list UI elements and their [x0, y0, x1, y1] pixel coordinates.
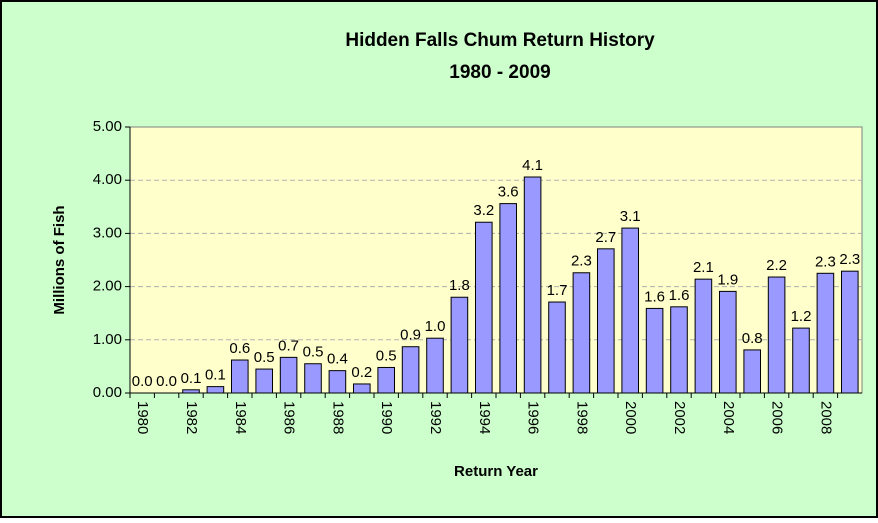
data-label: 0.1 — [205, 367, 226, 384]
data-label: 1.2 — [791, 308, 812, 325]
y-tick-label: 4.00 — [93, 171, 122, 188]
data-label: 0.4 — [327, 351, 348, 368]
data-label: 2.7 — [595, 229, 616, 246]
x-tick-label: 1984 — [232, 401, 249, 434]
bar — [621, 227, 639, 394]
data-label: 0.7 — [278, 337, 299, 354]
data-label: 2.3 — [571, 253, 592, 270]
bar — [377, 366, 395, 394]
x-tick-label: 1982 — [183, 401, 200, 434]
data-label: 0.6 — [229, 340, 250, 357]
bar — [499, 203, 517, 394]
chart-title: Hidden Falls Chum Return History — [345, 30, 655, 51]
x-tick-label: 1998 — [573, 401, 590, 434]
x-tick-label: 2006 — [769, 401, 786, 434]
bar — [328, 370, 347, 394]
y-axis-label: Millions of Fish — [51, 205, 68, 314]
bar — [231, 359, 249, 394]
data-label: 0.1 — [181, 370, 202, 387]
data-label: 0.9 — [400, 327, 421, 344]
data-label: 2.1 — [693, 259, 714, 276]
bar — [304, 363, 322, 394]
x-tick-label: 1994 — [476, 401, 493, 434]
plot-area — [129, 126, 863, 394]
bar — [206, 386, 225, 394]
y-tick-label: 3.00 — [93, 224, 122, 241]
data-label: 1.6 — [644, 288, 665, 305]
y-tick-label: 5.00 — [93, 118, 122, 135]
bar — [792, 327, 810, 394]
bar — [670, 306, 688, 394]
x-tick-label: 2008 — [817, 401, 834, 434]
bar — [572, 272, 591, 394]
bar — [743, 349, 761, 394]
data-label: 1.7 — [547, 282, 568, 299]
x-tick-label: 2000 — [622, 401, 639, 434]
x-tick-label: 1996 — [525, 401, 542, 434]
bar — [450, 296, 469, 394]
bar — [426, 337, 444, 394]
bar — [401, 346, 420, 394]
y-tick-label: 2.00 — [93, 278, 122, 295]
x-axis-label: Return Year — [454, 463, 538, 480]
x-tick-label: 1986 — [281, 401, 298, 434]
bar — [279, 356, 298, 394]
x-tick-label: 1980 — [134, 401, 151, 434]
data-label: 0.8 — [742, 330, 763, 347]
data-label: 0.0 — [156, 373, 177, 390]
data-label: 2.3 — [815, 253, 836, 270]
x-tick-label: 1988 — [329, 401, 346, 434]
data-label: 0.2 — [351, 364, 372, 381]
data-label: 0.0 — [132, 373, 153, 390]
x-tick-label: 1990 — [378, 401, 395, 434]
bar — [255, 368, 273, 394]
data-label: 0.5 — [254, 349, 275, 366]
data-label: 3.6 — [498, 184, 519, 201]
bar — [523, 176, 542, 394]
data-label: 1.8 — [449, 277, 470, 294]
data-label: 1.6 — [669, 287, 690, 304]
data-label: 2.3 — [839, 251, 860, 268]
bar — [597, 248, 615, 394]
bar — [475, 221, 493, 394]
bar — [548, 301, 566, 394]
data-label: 2.2 — [766, 257, 787, 274]
data-label: 0.5 — [376, 347, 397, 364]
x-tick-label: 2004 — [720, 401, 737, 434]
bar — [816, 272, 835, 394]
data-label: 1.9 — [717, 271, 738, 288]
bar — [719, 290, 737, 394]
y-tick-label: 1.00 — [93, 331, 122, 348]
chart-subtitle: 1980 - 2009 — [449, 62, 550, 83]
x-tick-label: 1992 — [427, 401, 444, 434]
bar — [645, 307, 664, 394]
bar — [353, 383, 371, 394]
data-label: 3.1 — [620, 208, 641, 225]
data-label: 4.1 — [522, 157, 543, 174]
x-tick-label: 2002 — [671, 401, 688, 434]
data-label: 1.0 — [425, 318, 446, 335]
y-tick-label: 0.00 — [93, 384, 122, 401]
data-label: 3.2 — [473, 202, 494, 219]
bar — [694, 278, 713, 394]
bar — [182, 389, 200, 394]
bar — [767, 276, 786, 394]
data-label: 0.5 — [303, 344, 324, 361]
bar — [841, 270, 859, 394]
